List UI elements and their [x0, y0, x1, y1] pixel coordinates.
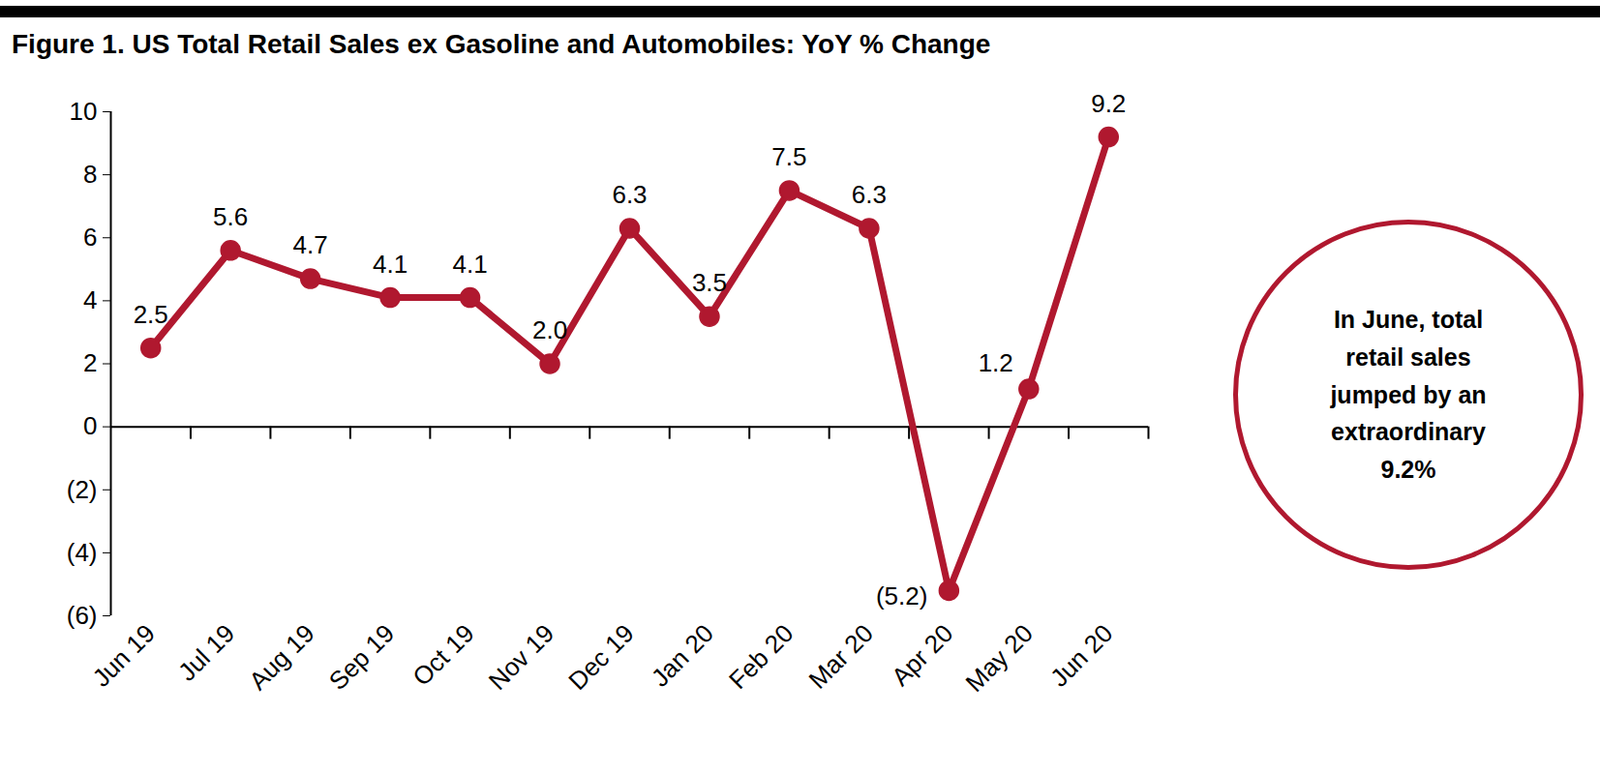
svg-text:8: 8: [83, 159, 97, 189]
svg-text:Mar 20: Mar 20: [803, 618, 879, 695]
svg-text:May 20: May 20: [959, 618, 1039, 698]
svg-text:Feb 20: Feb 20: [723, 618, 799, 695]
svg-text:4: 4: [83, 285, 97, 315]
svg-text:5.6: 5.6: [212, 202, 248, 232]
svg-text:(2): (2): [66, 475, 98, 505]
svg-text:Jun 20: Jun 20: [1044, 618, 1118, 693]
svg-text:4.1: 4.1: [452, 249, 487, 279]
svg-text:3.5: 3.5: [692, 268, 727, 298]
svg-text:7.5: 7.5: [771, 142, 807, 172]
svg-text:4.1: 4.1: [372, 249, 408, 279]
svg-text:6.3: 6.3: [611, 180, 647, 210]
html-text:Figure 1. US Total Retail Sale: Figure 1. US Total Retail Sales ex Gasol…: [11, 29, 991, 60]
svg-text:2.0: 2.0: [532, 315, 568, 345]
html-text:In June, total retail sales ju: In June, total retail sales jumped by an…: [1330, 305, 1487, 484]
svg-text:6: 6: [83, 222, 97, 252]
svg-text:9.2: 9.2: [1090, 89, 1126, 119]
svg-text:Oct 19: Oct 19: [406, 618, 480, 692]
svg-text:10: 10: [69, 96, 98, 126]
svg-text:Sep 19: Sep 19: [323, 618, 400, 695]
svg-text:(4): (4): [66, 538, 98, 568]
svg-text:1.2: 1.2: [978, 348, 1014, 378]
svg-text:4.7: 4.7: [293, 230, 329, 260]
svg-text:2: 2: [83, 348, 97, 378]
svg-text:2.5: 2.5: [133, 300, 169, 330]
svg-text:(5.2): (5.2): [875, 581, 928, 611]
svg-text:Jun 19: Jun 19: [86, 618, 160, 693]
svg-text:Jan 20: Jan 20: [645, 618, 720, 693]
svg-text:Aug 19: Aug 19: [242, 618, 320, 695]
svg-text:6.3: 6.3: [851, 180, 887, 210]
svg-text:Nov 19: Nov 19: [483, 618, 560, 695]
svg-text:Jul 19: Jul 19: [172, 618, 241, 687]
svg-text:(6): (6): [66, 601, 98, 631]
svg-text:Apr 20: Apr 20: [885, 618, 959, 692]
svg-text:0: 0: [83, 411, 97, 441]
svg-text:Dec 19: Dec 19: [562, 618, 639, 695]
